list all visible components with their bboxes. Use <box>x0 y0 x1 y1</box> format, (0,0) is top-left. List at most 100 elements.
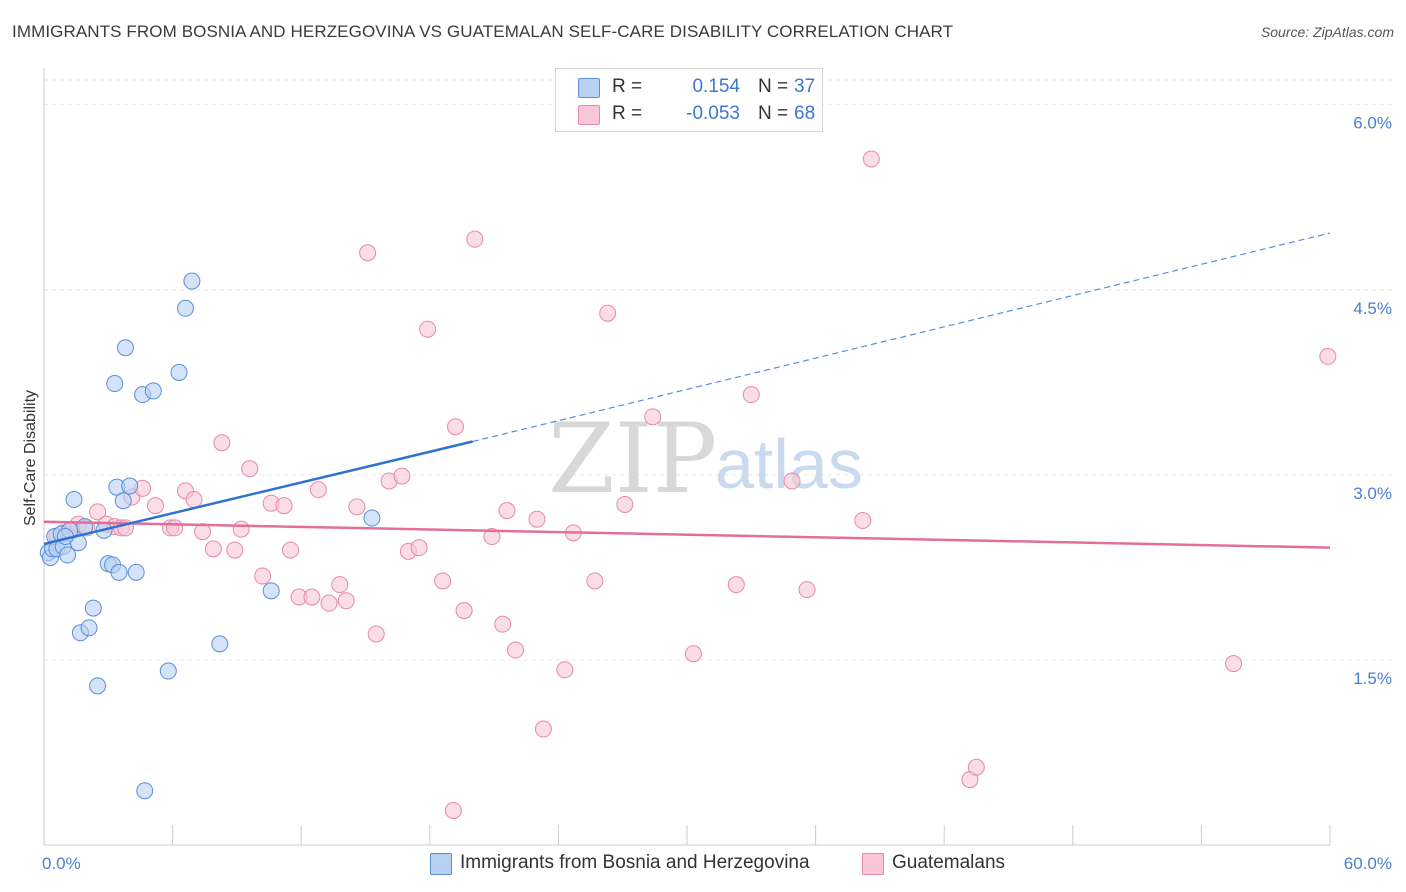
legend-r-label: R = <box>612 76 643 97</box>
x-tick-labels: 0.0% 60.0% <box>42 854 1392 873</box>
bosnia-point <box>84 599 102 617</box>
legend-n-value: 68 <box>794 103 816 124</box>
guatemalans-point <box>556 661 574 679</box>
guatemalans-point <box>226 541 244 559</box>
guatemalans-point <box>1225 655 1243 673</box>
guatemalans-point <box>303 588 321 606</box>
guatemalans-points <box>48 150 1337 819</box>
guatemalans-point <box>213 434 231 452</box>
guatemalans-point <box>967 758 985 776</box>
bosnia-point <box>183 272 201 290</box>
guatemalans-point <box>359 244 377 262</box>
guatemalans-trend-line <box>43 520 1331 549</box>
bosnia-point <box>80 619 98 637</box>
bottom-legend-label: Immigrants from Bosnia and Herzegovina <box>460 852 810 873</box>
axes <box>43 68 1331 846</box>
y-tick-label: 6.0% <box>1353 114 1392 133</box>
bosnia-point <box>121 477 139 495</box>
bosnia-point <box>262 582 280 600</box>
guatemalans-point <box>742 386 760 404</box>
legend-swatch-pink <box>578 105 600 125</box>
bosnia-point <box>59 546 77 564</box>
guatemalans-point <box>534 720 552 738</box>
bosnia-points <box>39 272 381 800</box>
grid-lines <box>44 79 1394 661</box>
trend-lines <box>43 232 1331 549</box>
guatemalans-point <box>331 576 349 594</box>
source-label: Source: ZipAtlas.com <box>1260 24 1394 40</box>
guatemalans-point <box>798 581 816 599</box>
guatemalans-point <box>146 497 164 515</box>
bottom-legend-swatch-blue <box>430 853 452 875</box>
y-tick-label: 3.0% <box>1353 484 1392 503</box>
legend-n-label: N = <box>758 76 789 97</box>
guatemalans-point <box>644 408 662 426</box>
watermark-zip: ZIP <box>548 403 717 515</box>
watermark: ZIP atlas <box>548 403 863 515</box>
guatemalans-point <box>528 510 546 528</box>
x-tick-label: 60.0% <box>1344 854 1392 873</box>
bosnia-point <box>170 363 188 381</box>
legend-n-value: 37 <box>794 76 816 97</box>
guatemalans-point <box>89 503 107 521</box>
legend-r-value: -0.053 <box>686 103 740 124</box>
guatemalans-point <box>194 523 212 541</box>
guatemalans-point <box>309 481 327 499</box>
bosnia-point <box>116 339 134 357</box>
legend-swatch-blue <box>578 78 600 98</box>
watermark-atlas: atlas <box>715 425 863 503</box>
bosnia-point <box>89 677 107 695</box>
y-tick-label: 1.5% <box>1353 669 1392 688</box>
guatemalans-point <box>275 497 293 515</box>
bosnia-point <box>110 563 128 581</box>
bosnia-point <box>136 782 154 800</box>
guatemalans-point <box>455 602 473 620</box>
chart-title: IMMIGRANTS FROM BOSNIA AND HERZEGOVINA V… <box>12 22 954 41</box>
guatemalans-point <box>498 502 516 520</box>
bottom-legend-swatch-pink <box>862 853 884 875</box>
guatemalans-point <box>466 230 484 248</box>
y-axis-label: Self-Care Disability <box>22 390 39 526</box>
bosnia-point <box>159 662 177 680</box>
bottom-legend-label: Guatemalans <box>892 852 1006 873</box>
guatemalans-point <box>348 498 366 516</box>
guatemalans-point <box>727 576 745 594</box>
bosnia-point <box>114 492 132 510</box>
guatemalans-point <box>616 495 634 513</box>
guatemalans-point <box>1319 347 1337 365</box>
legend-n-label: N = <box>758 103 789 124</box>
bosnia-point <box>106 375 124 393</box>
guatemalans-point <box>507 641 525 659</box>
guatemalans-point <box>410 539 428 557</box>
y-tick-label: 4.5% <box>1353 299 1392 318</box>
guatemalans-point <box>281 541 299 559</box>
guatemalans-point <box>483 528 501 546</box>
x-tick-label: 0.0% <box>42 854 81 873</box>
guatemalans-point <box>862 150 880 168</box>
guatemalans-point <box>599 304 617 322</box>
guatemalans-point <box>232 520 250 538</box>
guatemalans-point <box>444 801 462 819</box>
guatemalans-point <box>854 511 872 529</box>
legend-r-label: R = <box>612 103 643 124</box>
guatemalans-point <box>166 519 184 537</box>
guatemalans-point <box>185 491 203 509</box>
guatemalans-point <box>367 625 385 643</box>
guatemalans-point <box>419 320 437 338</box>
legend-r-value: 0.154 <box>692 76 740 97</box>
guatemalans-point <box>447 418 465 436</box>
bosnia-trend-line <box>43 440 473 546</box>
guatemalans-point <box>393 467 411 485</box>
bosnia-point <box>127 563 145 581</box>
bosnia-point <box>144 382 162 400</box>
bosnia-point <box>176 299 194 317</box>
y-tick-labels: 1.5% 3.0% 4.5% 6.0% <box>1353 114 1392 688</box>
guatemalans-point <box>337 592 355 610</box>
guatemalans-point <box>586 572 604 590</box>
guatemalans-point <box>494 615 512 633</box>
bosnia-trend-extension <box>472 232 1331 443</box>
bosnia-point <box>363 509 381 527</box>
guatemalans-point <box>254 567 272 585</box>
guatemalans-point <box>783 472 801 490</box>
